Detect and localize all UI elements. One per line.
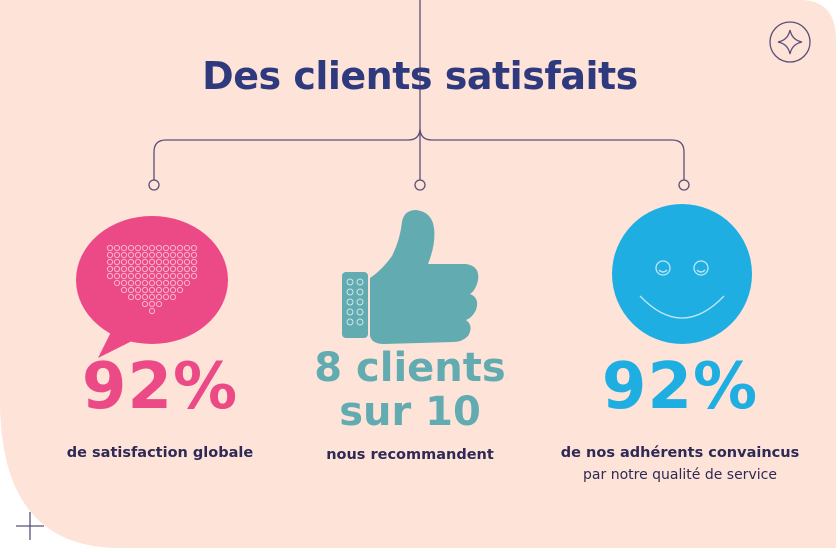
- stat-satisfaction-caption: de satisfaction globale: [66, 445, 254, 461]
- page-title: Des clients satisfaits: [202, 54, 638, 98]
- stat-recommend-value-line1: 8 clients: [314, 345, 506, 391]
- stat-recommend-caption: nous recommandent: [326, 447, 494, 463]
- sparkle-icon: [769, 21, 811, 63]
- heart-speech-bubble-icon: [76, 216, 228, 358]
- connector-node-left: [148, 179, 160, 191]
- connector-node-right: [678, 179, 690, 191]
- stat-members-caption-line2: par notre qualité de service: [583, 467, 777, 483]
- thumbs-up-icon: [342, 210, 479, 344]
- plus-icon: [16, 512, 44, 540]
- connector-node-center: [414, 179, 426, 191]
- smiley-face-icon: [612, 204, 752, 344]
- stat-satisfaction-value: 92%: [81, 350, 239, 424]
- stat-members-value: 92%: [601, 350, 759, 424]
- connector-bracket: [153, 112, 685, 180]
- stat-members-caption-line1: de nos adhérents convaincus: [560, 445, 800, 461]
- stat-recommend-value-line2: sur 10: [339, 389, 481, 435]
